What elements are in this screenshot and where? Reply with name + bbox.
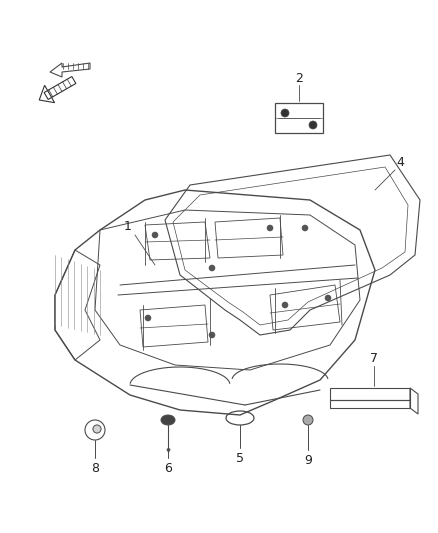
Circle shape — [267, 225, 273, 231]
Text: 5: 5 — [236, 451, 244, 464]
Text: 2: 2 — [295, 71, 303, 85]
Circle shape — [209, 332, 215, 338]
Circle shape — [302, 225, 308, 231]
Circle shape — [303, 415, 313, 425]
Text: 6: 6 — [164, 462, 172, 474]
Circle shape — [309, 121, 317, 129]
Ellipse shape — [161, 415, 175, 425]
Circle shape — [209, 265, 215, 271]
Circle shape — [152, 232, 158, 238]
Text: 4: 4 — [396, 156, 404, 168]
Circle shape — [145, 315, 151, 321]
Circle shape — [325, 295, 331, 301]
Text: 8: 8 — [91, 462, 99, 474]
Text: 1: 1 — [124, 221, 132, 233]
Circle shape — [93, 425, 101, 433]
Circle shape — [281, 109, 289, 117]
Text: 9: 9 — [304, 454, 312, 466]
Text: 7: 7 — [370, 351, 378, 365]
Circle shape — [282, 302, 288, 308]
